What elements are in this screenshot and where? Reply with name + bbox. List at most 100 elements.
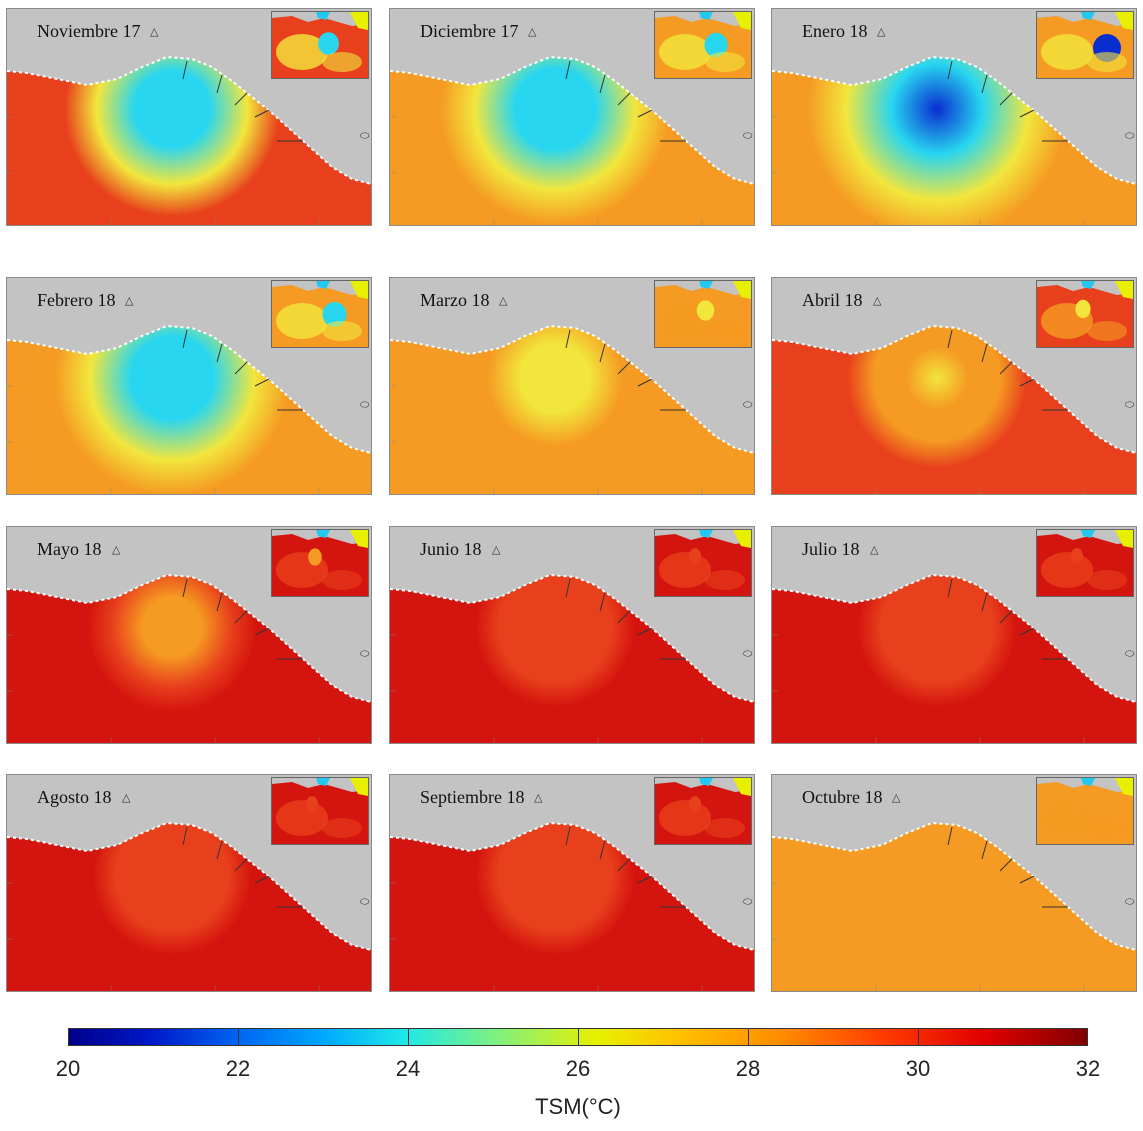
transect-line: [637, 378, 653, 387]
station-marker-icon: △: [873, 294, 882, 307]
colorbar-tick-label: 26: [565, 1056, 591, 1081]
regional-inset-map: [654, 529, 752, 597]
transect-line: [999, 92, 1013, 106]
panel-month-label: Diciembre 17: [420, 21, 519, 41]
station-marker-icon: △: [892, 791, 901, 804]
grid-lines: [390, 385, 703, 494]
transect-line: [182, 60, 188, 80]
grid-lines: [390, 882, 703, 991]
station-marker-icon: △: [870, 543, 879, 556]
island-icon: ⬭: [743, 647, 753, 660]
panel-month-label: Agosto 18: [37, 787, 112, 807]
grid-lines: [772, 385, 1085, 494]
inset-sst-map: [1037, 12, 1133, 78]
station-marker-icon: △: [492, 543, 501, 556]
transect-line: [981, 343, 988, 363]
station-marker-icon: △: [528, 25, 537, 38]
grid-lines: [7, 116, 320, 225]
transect-line: [216, 74, 223, 94]
panel-month-label: Octubre 18: [802, 787, 883, 807]
transect-line: [565, 826, 571, 846]
transect-line: [947, 826, 953, 846]
transect-line: [234, 361, 248, 375]
transect-line: [599, 74, 606, 94]
transect-line: [981, 74, 988, 94]
transect-line: [599, 592, 606, 612]
island-icon: ⬭: [743, 129, 753, 142]
inset-sst-map: [272, 281, 368, 347]
station-marker-icon: △: [499, 294, 508, 307]
colorbar-tick-label: 24: [395, 1056, 421, 1081]
island-icon: ⬭: [360, 398, 370, 411]
regional-inset-map: [271, 280, 369, 348]
colorbar-tick-mark: [238, 1028, 239, 1045]
transect-line: [599, 840, 606, 860]
regional-inset-map: [654, 280, 752, 348]
inset-sst-map: [272, 778, 368, 844]
island-icon: ⬭: [1125, 398, 1135, 411]
station-marker-icon: △: [877, 25, 886, 38]
transect-line: [254, 875, 270, 884]
station-marker-icon: △: [125, 294, 134, 307]
sst-panel: ⬭ Febrero 18 △: [6, 277, 372, 495]
transect-line: [947, 60, 953, 80]
regional-inset-map: [1036, 11, 1134, 79]
grid-lines: [390, 116, 703, 225]
panel-month-label: Junio 18: [420, 539, 482, 559]
transect-line: [234, 858, 248, 872]
colorbar-tick-mark: [578, 1028, 579, 1045]
grid-lines: [390, 634, 703, 743]
sst-panel: ⬭ Enero 18 △: [771, 8, 1137, 226]
station-marker-icon: △: [112, 543, 121, 556]
transect-line: [254, 627, 270, 636]
sst-panel: ⬭ Julio 18 △: [771, 526, 1137, 744]
regional-inset-map: [1036, 529, 1134, 597]
transect-line: [254, 378, 270, 387]
regional-inset-map: [654, 777, 752, 845]
island-icon: ⬭: [1125, 647, 1135, 660]
transect-line: [947, 578, 953, 598]
colorbar-title: TSM(°C): [535, 1094, 621, 1119]
island-icon: ⬭: [1125, 129, 1135, 142]
transect-line: [617, 92, 631, 106]
regional-inset-map: [271, 529, 369, 597]
inset-sst-map: [655, 12, 751, 78]
panel-month-label: Julio 18: [802, 539, 860, 559]
sst-panel: ⬭ Agosto 18 △: [6, 774, 372, 992]
sst-panel: ⬭ Septiembre 18 △: [389, 774, 755, 992]
sst-panel: ⬭ Mayo 18 △: [6, 526, 372, 744]
transect-line: [637, 627, 653, 636]
sst-map: [772, 278, 1136, 494]
transect-line: [1019, 109, 1035, 118]
grid-lines: [772, 634, 1085, 743]
panel-month-label: Abril 18: [802, 290, 863, 310]
grid-lines: [772, 116, 1085, 225]
island-icon: ⬭: [360, 129, 370, 142]
inset-sst-map: [1037, 778, 1133, 844]
inset-sst-map: [272, 12, 368, 78]
grid-lines: [772, 882, 1085, 991]
transect-line: [1019, 627, 1035, 636]
transect-line: [234, 610, 248, 624]
transect-line: [565, 60, 571, 80]
sst-panel: ⬭ Noviembre 17 △: [6, 8, 372, 226]
colorbar-tick-label: 32: [1075, 1056, 1101, 1081]
inset-sst-map: [655, 778, 751, 844]
transect-line: [565, 329, 571, 349]
inset-sst-map: [655, 530, 751, 596]
panel-month-label: Mayo 18: [37, 539, 102, 559]
transect-line: [254, 109, 270, 118]
panel-month-label: Noviembre 17: [37, 21, 141, 41]
panel-month-label: Septiembre 18: [420, 787, 525, 807]
sst-map: [772, 775, 1136, 991]
panel-month-label: Febrero 18: [37, 290, 116, 310]
transect-line: [637, 109, 653, 118]
transect-line: [617, 858, 631, 872]
station-marker-icon: △: [150, 25, 159, 38]
transect-line: [182, 826, 188, 846]
grid-lines: [7, 634, 320, 743]
transect-line: [617, 610, 631, 624]
transect-line: [981, 840, 988, 860]
colorbar-tick-label: 28: [735, 1056, 761, 1081]
sst-panel: ⬭ Octubre 18 △: [771, 774, 1137, 992]
